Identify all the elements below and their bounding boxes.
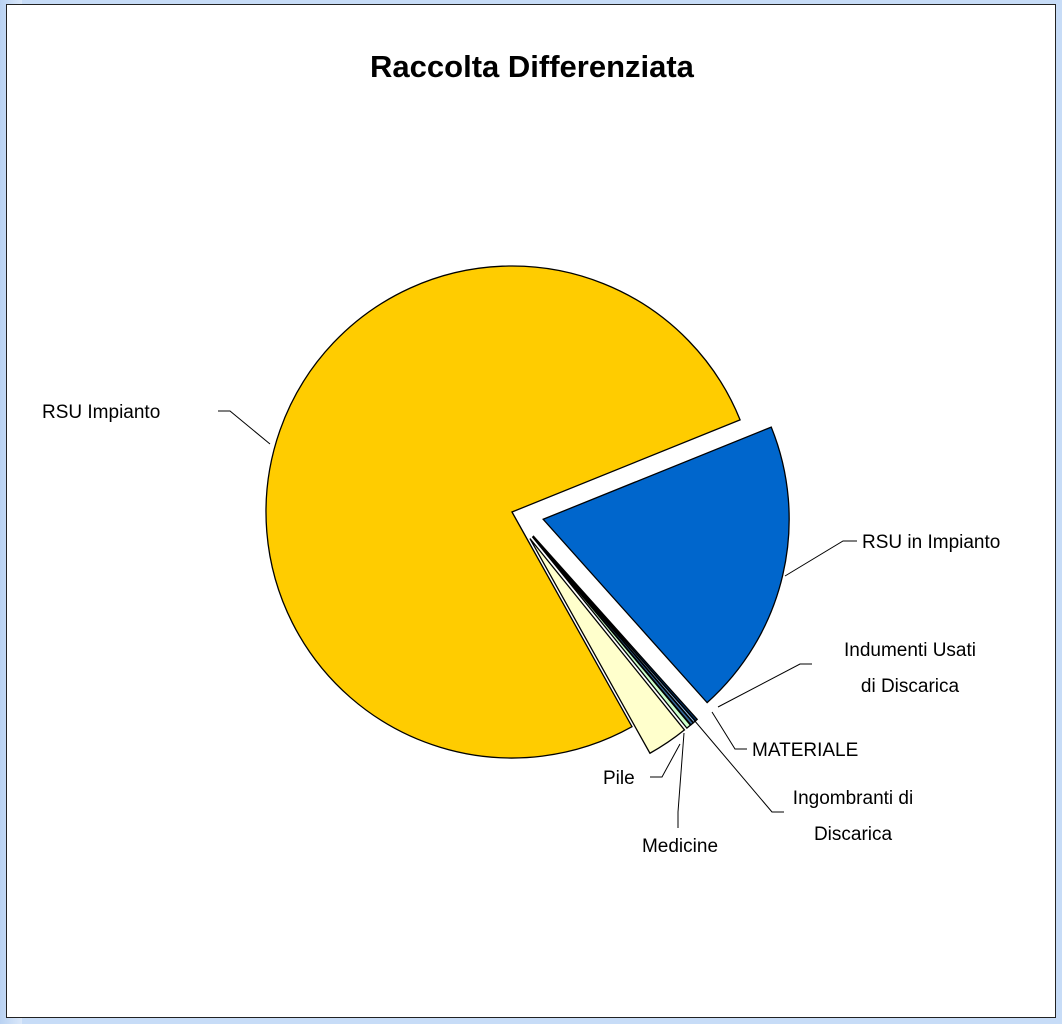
pie-slice-medicine	[531, 536, 692, 730]
slice-label-rsu-in-impianto: RSU in Impianto	[862, 532, 1000, 553]
pie-slice-rsu-in-impianto	[542, 426, 790, 704]
slice-label-rsu-impianto: RSU Impianto	[42, 402, 160, 423]
leader-line-rsu-impianto	[218, 410, 271, 445]
leader-line-materiale	[711, 711, 747, 750]
slice-label-materiale: MATERIALE	[752, 740, 858, 761]
leader-line-pile	[650, 743, 681, 778]
slice-label-medicine: Medicine	[642, 836, 718, 857]
pie-slice-pile	[529, 538, 686, 755]
slice-label-pile: Pile	[603, 768, 635, 789]
leader-line-indumenti-usati-di-discarica	[717, 663, 812, 708]
pie-slice-rsu-impianto	[265, 265, 741, 759]
leader-line-medicine	[677, 732, 685, 828]
leader-line-rsu-in-impianto	[784, 540, 857, 577]
slice-label-ingombranti-di-discarica: Ingombranti di Discarica	[793, 788, 913, 845]
chart-title: Raccolta Differenziata	[370, 49, 694, 84]
chart-area: Raccolta Differenziata	[6, 4, 1056, 1018]
leader-line-ingombranti-di-discarica	[693, 719, 784, 813]
slice-label-indumenti-usati-di-discarica: Indumenti Usati di Discarica	[844, 640, 976, 697]
